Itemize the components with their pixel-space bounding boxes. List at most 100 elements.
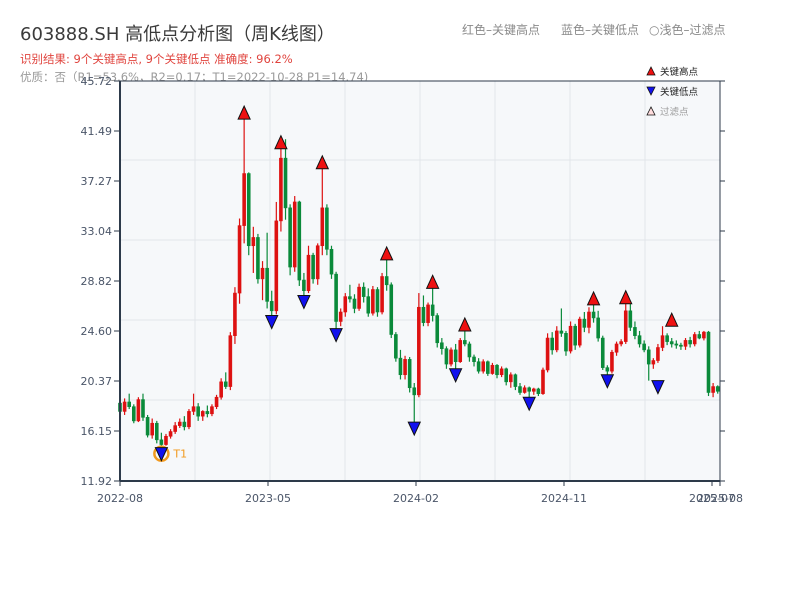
candle: [495, 364, 499, 379]
candle: [531, 387, 536, 395]
key-low-marker: [329, 328, 343, 343]
y-tick-label: 28.82: [81, 275, 113, 288]
candle: [274, 201, 279, 315]
candle: [233, 287, 237, 344]
legend-marker-icon: [646, 106, 656, 116]
candle: [403, 355, 407, 380]
key-high-marker: [425, 274, 440, 289]
candle: [513, 373, 518, 391]
candle: [265, 232, 269, 309]
candle: [334, 271, 338, 329]
candle: [145, 414, 150, 438]
key-low-marker: [448, 368, 463, 384]
candle: [196, 403, 200, 421]
candle: [154, 420, 159, 444]
candle: [688, 336, 692, 348]
candle: [394, 332, 398, 362]
candle: [357, 283, 361, 311]
candle: [435, 313, 440, 348]
candle: [205, 405, 210, 418]
candle: [325, 204, 329, 256]
key-low-marker: [600, 374, 615, 389]
candle: [610, 349, 614, 374]
candle: [141, 393, 145, 421]
candle: [173, 422, 177, 434]
candle: [679, 342, 683, 350]
key-low-marker: [297, 294, 311, 310]
candle: [559, 308, 564, 337]
candle: [177, 418, 182, 428]
candle: [288, 204, 292, 276]
candle: [591, 304, 596, 323]
recognition-result: 识别结果: 9个关键高点, 9个关键低点 准确度: 96.2%: [20, 52, 293, 66]
candle: [619, 339, 623, 347]
candle: [251, 226, 256, 273]
candle: [361, 282, 366, 303]
key-low-marker: [522, 396, 536, 412]
candle: [554, 326, 559, 353]
candle: [366, 288, 371, 317]
x-tick-label: 2023-05: [245, 492, 291, 505]
key-high-marker: [274, 134, 288, 150]
candle: [458, 338, 463, 363]
candle: [467, 341, 472, 362]
x-tick-label: 2025-07: [689, 492, 735, 505]
candle: [237, 218, 242, 304]
candle: [697, 330, 702, 340]
candle: [398, 349, 403, 380]
candle: [651, 358, 656, 369]
candle: [582, 312, 587, 333]
candle: [210, 404, 214, 417]
candle: [573, 323, 577, 350]
legend-note-light-filtered: ○浅色–过滤点: [649, 23, 726, 37]
candle: [614, 341, 619, 356]
key-low-marker: [264, 315, 279, 330]
candle: [490, 362, 495, 375]
key-low-marker: [407, 421, 422, 437]
candle: [518, 383, 522, 395]
candle: [297, 200, 302, 286]
y-tick-label: 33.04: [81, 225, 113, 238]
candle: [633, 321, 637, 340]
x-tick-label: 2022-08: [97, 492, 143, 505]
candle: [228, 332, 233, 391]
t1-label: T1: [172, 448, 187, 461]
candle: [380, 272, 384, 315]
candle: [159, 432, 164, 448]
candle: [122, 398, 127, 415]
candle: [426, 302, 430, 327]
candle: [421, 295, 426, 327]
candle: [628, 303, 633, 331]
candle: [637, 330, 642, 348]
x-axis-ticks: 2022-08 2023-05 2024-02 2024-11 2025-072025-…: [97, 481, 743, 505]
candle: [343, 293, 348, 317]
candle: [481, 359, 486, 374]
y-tick-label: 41.49: [81, 125, 113, 138]
candle: [430, 288, 435, 322]
candle: [504, 367, 509, 386]
candle: [472, 354, 476, 367]
candle: [623, 303, 628, 344]
candle: [260, 261, 265, 301]
candle: [187, 409, 191, 430]
candle: [476, 358, 481, 374]
key-high-marker: [586, 290, 601, 306]
candle: [499, 366, 504, 378]
candle: [256, 233, 260, 284]
candle: [279, 148, 283, 232]
candle: [127, 393, 131, 410]
candle: [375, 287, 380, 317]
legend-marker-icon: [646, 66, 656, 76]
candle: [412, 383, 417, 423]
legend-label: 关键低点: [660, 86, 699, 98]
candle: [706, 330, 711, 397]
key-high-marker: [664, 312, 679, 327]
candle: [509, 372, 513, 388]
key-high-marker: [458, 316, 472, 332]
candle: [315, 243, 320, 285]
candle: [596, 310, 600, 342]
candle: [486, 360, 490, 376]
candle: [711, 383, 715, 398]
candle: [715, 385, 720, 394]
candle: [283, 139, 288, 220]
